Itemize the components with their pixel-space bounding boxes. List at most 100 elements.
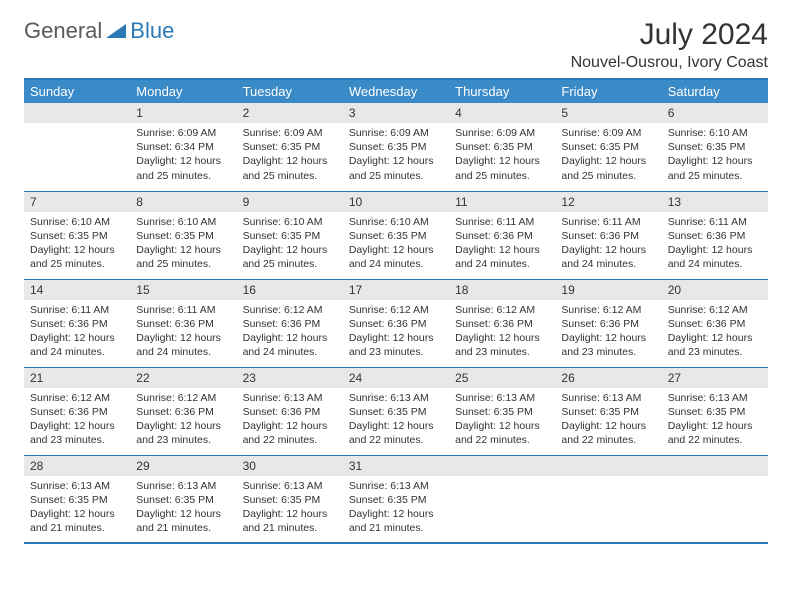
day-number: 22 xyxy=(130,368,236,388)
calendar-week-row: 21Sunrise: 6:12 AMSunset: 6:36 PMDayligh… xyxy=(24,367,768,455)
weekday-header: Wednesday xyxy=(343,79,449,103)
day-number: 14 xyxy=(24,280,130,300)
day-details: Sunrise: 6:13 AMSunset: 6:35 PMDaylight:… xyxy=(449,388,555,454)
calendar-day-cell: 7Sunrise: 6:10 AMSunset: 6:35 PMDaylight… xyxy=(24,191,130,279)
day-number-empty xyxy=(555,456,661,476)
day-number: 23 xyxy=(237,368,343,388)
calendar-day-cell: 10Sunrise: 6:10 AMSunset: 6:35 PMDayligh… xyxy=(343,191,449,279)
day-number: 16 xyxy=(237,280,343,300)
calendar-day-cell xyxy=(555,455,661,543)
day-number: 8 xyxy=(130,192,236,212)
calendar-day-cell: 17Sunrise: 6:12 AMSunset: 6:36 PMDayligh… xyxy=(343,279,449,367)
day-details: Sunrise: 6:11 AMSunset: 6:36 PMDaylight:… xyxy=(24,300,130,366)
weekday-header: Tuesday xyxy=(237,79,343,103)
calendar-day-cell: 12Sunrise: 6:11 AMSunset: 6:36 PMDayligh… xyxy=(555,191,661,279)
day-details: Sunrise: 6:13 AMSunset: 6:35 PMDaylight:… xyxy=(662,388,768,454)
calendar-day-cell: 26Sunrise: 6:13 AMSunset: 6:35 PMDayligh… xyxy=(555,367,661,455)
calendar-day-cell: 16Sunrise: 6:12 AMSunset: 6:36 PMDayligh… xyxy=(237,279,343,367)
day-number: 19 xyxy=(555,280,661,300)
day-number: 7 xyxy=(24,192,130,212)
logo: General Blue xyxy=(24,18,174,44)
calendar-body: 1Sunrise: 6:09 AMSunset: 6:34 PMDaylight… xyxy=(24,103,768,543)
calendar-day-cell: 15Sunrise: 6:11 AMSunset: 6:36 PMDayligh… xyxy=(130,279,236,367)
day-number-empty xyxy=(449,456,555,476)
calendar-day-cell: 29Sunrise: 6:13 AMSunset: 6:35 PMDayligh… xyxy=(130,455,236,543)
calendar-week-row: 1Sunrise: 6:09 AMSunset: 6:34 PMDaylight… xyxy=(24,103,768,191)
day-details: Sunrise: 6:13 AMSunset: 6:35 PMDaylight:… xyxy=(237,476,343,542)
weekday-header: Monday xyxy=(130,79,236,103)
month-title: July 2024 xyxy=(571,18,768,52)
calendar-week-row: 7Sunrise: 6:10 AMSunset: 6:35 PMDaylight… xyxy=(24,191,768,279)
day-details: Sunrise: 6:09 AMSunset: 6:35 PMDaylight:… xyxy=(343,123,449,189)
calendar-day-cell: 30Sunrise: 6:13 AMSunset: 6:35 PMDayligh… xyxy=(237,455,343,543)
weekday-header: Sunday xyxy=(24,79,130,103)
day-details: Sunrise: 6:11 AMSunset: 6:36 PMDaylight:… xyxy=(662,212,768,278)
weekday-header: Saturday xyxy=(662,79,768,103)
calendar-day-cell: 6Sunrise: 6:10 AMSunset: 6:35 PMDaylight… xyxy=(662,103,768,191)
day-details: Sunrise: 6:10 AMSunset: 6:35 PMDaylight:… xyxy=(237,212,343,278)
day-details: Sunrise: 6:13 AMSunset: 6:35 PMDaylight:… xyxy=(130,476,236,542)
calendar-day-cell: 23Sunrise: 6:13 AMSunset: 6:36 PMDayligh… xyxy=(237,367,343,455)
day-details: Sunrise: 6:13 AMSunset: 6:35 PMDaylight:… xyxy=(24,476,130,542)
calendar-day-cell: 20Sunrise: 6:12 AMSunset: 6:36 PMDayligh… xyxy=(662,279,768,367)
day-details: Sunrise: 6:12 AMSunset: 6:36 PMDaylight:… xyxy=(449,300,555,366)
day-details: Sunrise: 6:11 AMSunset: 6:36 PMDaylight:… xyxy=(555,212,661,278)
day-details: Sunrise: 6:12 AMSunset: 6:36 PMDaylight:… xyxy=(237,300,343,366)
day-number: 15 xyxy=(130,280,236,300)
day-details: Sunrise: 6:13 AMSunset: 6:36 PMDaylight:… xyxy=(237,388,343,454)
calendar-day-cell: 13Sunrise: 6:11 AMSunset: 6:36 PMDayligh… xyxy=(662,191,768,279)
day-number: 2 xyxy=(237,103,343,123)
day-details: Sunrise: 6:10 AMSunset: 6:35 PMDaylight:… xyxy=(130,212,236,278)
calendar-day-cell: 14Sunrise: 6:11 AMSunset: 6:36 PMDayligh… xyxy=(24,279,130,367)
calendar-table: Sunday Monday Tuesday Wednesday Thursday… xyxy=(24,78,768,544)
day-details: Sunrise: 6:11 AMSunset: 6:36 PMDaylight:… xyxy=(130,300,236,366)
calendar-day-cell: 2Sunrise: 6:09 AMSunset: 6:35 PMDaylight… xyxy=(237,103,343,191)
day-number: 18 xyxy=(449,280,555,300)
day-number-empty xyxy=(662,456,768,476)
day-details: Sunrise: 6:12 AMSunset: 6:36 PMDaylight:… xyxy=(555,300,661,366)
day-details: Sunrise: 6:12 AMSunset: 6:36 PMDaylight:… xyxy=(24,388,130,454)
day-number: 6 xyxy=(662,103,768,123)
day-details: Sunrise: 6:11 AMSunset: 6:36 PMDaylight:… xyxy=(449,212,555,278)
calendar-day-cell: 5Sunrise: 6:09 AMSunset: 6:35 PMDaylight… xyxy=(555,103,661,191)
day-number: 5 xyxy=(555,103,661,123)
day-details: Sunrise: 6:12 AMSunset: 6:36 PMDaylight:… xyxy=(130,388,236,454)
logo-text-general: General xyxy=(24,18,102,44)
calendar-week-row: 28Sunrise: 6:13 AMSunset: 6:35 PMDayligh… xyxy=(24,455,768,543)
calendar-day-cell: 31Sunrise: 6:13 AMSunset: 6:35 PMDayligh… xyxy=(343,455,449,543)
day-details: Sunrise: 6:09 AMSunset: 6:34 PMDaylight:… xyxy=(130,123,236,189)
day-details: Sunrise: 6:09 AMSunset: 6:35 PMDaylight:… xyxy=(449,123,555,189)
day-number: 30 xyxy=(237,456,343,476)
weekday-header: Friday xyxy=(555,79,661,103)
day-details: Sunrise: 6:12 AMSunset: 6:36 PMDaylight:… xyxy=(343,300,449,366)
calendar-day-cell: 27Sunrise: 6:13 AMSunset: 6:35 PMDayligh… xyxy=(662,367,768,455)
calendar-day-cell: 22Sunrise: 6:12 AMSunset: 6:36 PMDayligh… xyxy=(130,367,236,455)
calendar-day-cell: 28Sunrise: 6:13 AMSunset: 6:35 PMDayligh… xyxy=(24,455,130,543)
day-number: 3 xyxy=(343,103,449,123)
day-number: 11 xyxy=(449,192,555,212)
day-number: 17 xyxy=(343,280,449,300)
day-number: 1 xyxy=(130,103,236,123)
day-number: 20 xyxy=(662,280,768,300)
calendar-day-cell: 9Sunrise: 6:10 AMSunset: 6:35 PMDaylight… xyxy=(237,191,343,279)
day-details: Sunrise: 6:09 AMSunset: 6:35 PMDaylight:… xyxy=(237,123,343,189)
calendar-day-cell: 18Sunrise: 6:12 AMSunset: 6:36 PMDayligh… xyxy=(449,279,555,367)
calendar-day-cell: 1Sunrise: 6:09 AMSunset: 6:34 PMDaylight… xyxy=(130,103,236,191)
day-number: 29 xyxy=(130,456,236,476)
weekday-header-row: Sunday Monday Tuesday Wednesday Thursday… xyxy=(24,79,768,103)
day-number: 21 xyxy=(24,368,130,388)
day-details: Sunrise: 6:12 AMSunset: 6:36 PMDaylight:… xyxy=(662,300,768,366)
calendar-day-cell: 3Sunrise: 6:09 AMSunset: 6:35 PMDaylight… xyxy=(343,103,449,191)
day-number: 28 xyxy=(24,456,130,476)
calendar-day-cell: 24Sunrise: 6:13 AMSunset: 6:35 PMDayligh… xyxy=(343,367,449,455)
header: General Blue July 2024 Nouvel-Ousrou, Iv… xyxy=(24,18,768,72)
calendar-day-cell xyxy=(24,103,130,191)
logo-text-blue: Blue xyxy=(130,18,174,44)
day-number: 25 xyxy=(449,368,555,388)
title-block: July 2024 Nouvel-Ousrou, Ivory Coast xyxy=(571,18,768,72)
day-details: Sunrise: 6:10 AMSunset: 6:35 PMDaylight:… xyxy=(343,212,449,278)
calendar-day-cell: 8Sunrise: 6:10 AMSunset: 6:35 PMDaylight… xyxy=(130,191,236,279)
calendar-week-row: 14Sunrise: 6:11 AMSunset: 6:36 PMDayligh… xyxy=(24,279,768,367)
calendar-day-cell: 4Sunrise: 6:09 AMSunset: 6:35 PMDaylight… xyxy=(449,103,555,191)
calendar-day-cell: 19Sunrise: 6:12 AMSunset: 6:36 PMDayligh… xyxy=(555,279,661,367)
